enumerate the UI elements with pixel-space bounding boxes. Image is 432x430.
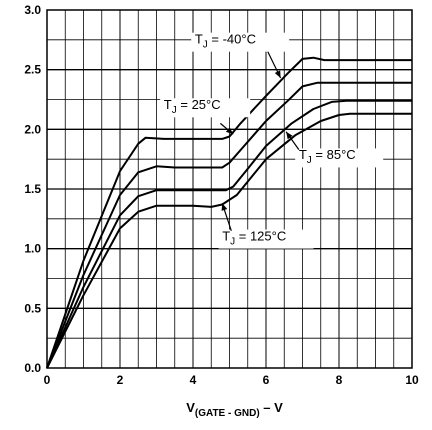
y-tick-label: 0.5 <box>24 301 41 315</box>
x-tick-labels: 0 2 4 6 8 10 <box>44 373 419 387</box>
y-tick-label: 1.5 <box>24 182 41 196</box>
x-tick-label: 8 <box>336 373 343 387</box>
series-label-2: TJ = 25°C <box>164 97 221 116</box>
series-label-subscript: J <box>203 39 208 50</box>
series-label-value: = -40°C <box>208 31 256 46</box>
x-tick-label: 2 <box>117 373 124 387</box>
annotation-background <box>218 229 314 249</box>
x-axis-title-subscript: (GATE - GND) <box>195 408 260 419</box>
series-label-prefix: T <box>164 97 172 112</box>
x-tick-label: 4 <box>190 373 197 387</box>
series-annotations: TJ = -40°CTJ = 25°CTJ = 85°CTJ = 125°C <box>160 31 384 249</box>
x-axis-title-unit: – V <box>260 400 283 415</box>
annotation-background <box>295 148 384 168</box>
x-tick-label: 6 <box>263 373 270 387</box>
y-tick-label: 0.0 <box>24 361 41 375</box>
x-axis-title-main: V <box>186 400 195 415</box>
y-tick-label: 2.5 <box>24 63 41 77</box>
series-label-subscript: J <box>307 155 312 166</box>
y-tick-labels: 0.0 0.5 1.0 1.5 2.0 2.5 3.0 <box>24 3 41 375</box>
series-label-subscript: J <box>172 105 177 116</box>
series-label-value: = 125°C <box>235 228 286 243</box>
x-tick-label: 10 <box>405 373 419 387</box>
series-label-3: TJ = 85°C <box>299 147 356 166</box>
series-label-value: = 85°C <box>312 147 356 162</box>
annotation-background <box>160 98 251 118</box>
annotation-background <box>191 32 290 52</box>
series-label-prefix: T <box>195 31 203 46</box>
annotation-arrowhead <box>225 127 234 135</box>
series-label-1: TJ = -40°C <box>195 31 256 50</box>
y-tick-label: 1.0 <box>24 242 41 256</box>
series-label-4: TJ = 125°C <box>222 228 286 247</box>
x-axis-title: V(GATE - GND) – V <box>186 400 283 419</box>
series-label-value: = 25°C <box>177 97 221 112</box>
series-label-subscript: J <box>230 236 235 247</box>
series-label-prefix: T <box>222 228 230 243</box>
annotation-arrowhead <box>274 70 281 78</box>
series-layer <box>46 56 412 369</box>
series-label-prefix: T <box>299 147 307 162</box>
y-tick-label: 3.0 <box>24 3 41 17</box>
series-line-1 <box>46 56 412 369</box>
annotation-arrowhead <box>286 131 293 140</box>
x-tick-label: 0 <box>44 373 51 387</box>
plot-frame <box>46 9 413 369</box>
series-line-4 <box>46 112 412 369</box>
y-tick-label: 2.0 <box>24 122 41 136</box>
annotation-arrowhead <box>221 203 228 211</box>
series-line-3 <box>46 99 412 369</box>
series-line-2 <box>46 81 412 369</box>
